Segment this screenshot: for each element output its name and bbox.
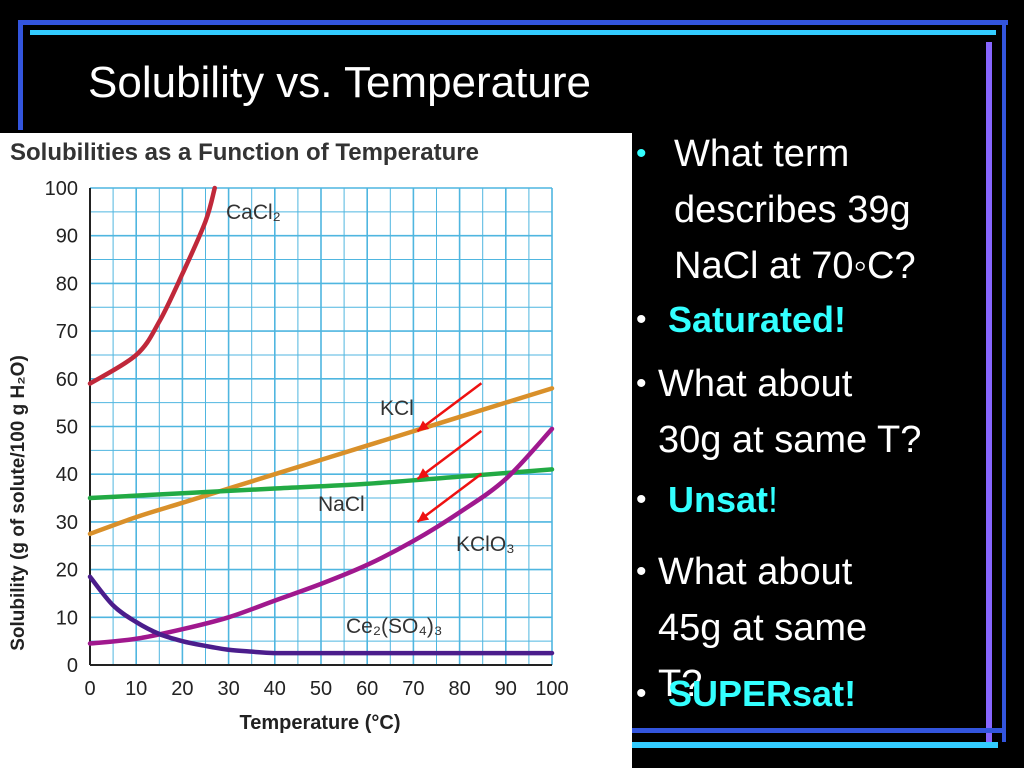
bullet-question-1: • What term describes 39g NaCl at 70◦C? <box>636 126 916 294</box>
bullet-dot: • <box>636 367 647 400</box>
x-tick-label: 10 <box>125 678 147 700</box>
red-arrow-head <box>417 511 430 522</box>
answer-unsat: Unsat <box>668 479 769 520</box>
series-line <box>87 467 555 501</box>
bullet-answer-2: • Unsat! <box>636 472 778 528</box>
y-tick-label: 0 <box>67 655 78 677</box>
chart-panel: Solubilities as a Function of Temperatur… <box>0 133 632 768</box>
y-tick-label: 10 <box>56 607 78 629</box>
series-line <box>87 574 555 656</box>
y-tick-label: 100 <box>45 178 78 200</box>
chart-annotations <box>416 382 483 523</box>
question-1-line-3: NaCl at 70◦C? <box>674 245 916 287</box>
frame-bottom-bar-accent <box>632 742 998 748</box>
question-1-line-1: What term <box>674 133 850 175</box>
x-tick-label: 80 <box>448 678 470 700</box>
x-tick-label: 60 <box>356 678 378 700</box>
series-label: KClO₃ <box>456 533 515 556</box>
x-axis-label: Temperature (°C) <box>240 712 401 734</box>
red-arrow-shaft <box>416 472 483 523</box>
red-arrow-shaft <box>416 429 483 480</box>
red-arrow-head <box>417 420 430 432</box>
bullet-question-2: • What about 30g at same T? <box>636 356 921 468</box>
frame-bottom-bar <box>632 728 1004 733</box>
series-line <box>87 386 555 537</box>
series-label: CaCl₂ <box>226 201 281 224</box>
chart-series-labels: CaCl₂ KCl NaCl KClO₃ Ce₂(SO₄)₃ <box>226 201 515 638</box>
slide-title: Solubility vs. Temperature <box>88 58 591 107</box>
frame-top-bar-accent <box>30 30 996 35</box>
frame-right-bar-outer <box>1002 22 1006 742</box>
question-2-line-2: 30g at same T? <box>658 419 922 461</box>
chart-grid <box>89 187 553 666</box>
y-tick-label: 40 <box>56 464 78 486</box>
red-arrow-head <box>417 468 430 479</box>
y-axis-label: Solubility (g of solute/100 g H₂O) <box>8 355 29 651</box>
bullet-question-3: • What about 45g at same T? <box>636 544 867 712</box>
series-line <box>87 426 555 646</box>
x-tick-label: 70 <box>402 678 424 700</box>
bullet-dot: • <box>636 677 647 710</box>
bullet-answer-1: • Saturated! <box>636 292 846 348</box>
series-label: Ce₂(SO₄)₃ <box>346 615 442 638</box>
x-tick-label: 20 <box>171 678 193 700</box>
bullet-dot: • <box>636 555 647 588</box>
y-tick-label: 20 <box>56 560 78 582</box>
question-2-line-1: What about <box>658 363 853 405</box>
solubility-chart: Solubilities as a Function of Temperatur… <box>8 139 569 734</box>
y-tick-label: 70 <box>56 321 78 343</box>
question-3-line-2: 45g at same <box>658 607 868 649</box>
x-tick-label: 0 <box>84 678 95 700</box>
x-tick-label: 40 <box>264 678 286 700</box>
x-tick-label: 30 <box>217 678 239 700</box>
answer-unsat-suffix: ! <box>768 479 779 520</box>
bullet-dot: • <box>636 483 647 516</box>
frame-top-bar <box>18 20 1008 25</box>
y-tick-label: 90 <box>56 226 78 248</box>
series-label: NaCl <box>318 493 365 516</box>
question-1-line-2: describes 39g <box>674 189 911 231</box>
y-tick-label: 80 <box>56 273 78 295</box>
series-line <box>87 185 217 386</box>
answer-saturated: Saturated! <box>668 299 847 340</box>
x-tick-label: 100 <box>535 678 568 700</box>
red-arrow-shaft <box>416 382 483 433</box>
x-tick-label: 90 <box>495 678 517 700</box>
chart-title: Solubilities as a Function of Temperatur… <box>10 139 479 166</box>
frame-right-bar <box>986 42 992 742</box>
answer-supersat: SUPERsat! <box>668 673 857 714</box>
bullet-dot: • <box>636 137 647 170</box>
y-tick-label: 30 <box>56 512 78 534</box>
bullet-answer-3: • SUPERsat! <box>636 666 856 722</box>
chart-axes: 0 10 20 30 40 50 60 70 80 90 100 0 10 20 30 40 50 60 70 80 9… <box>45 178 569 700</box>
y-tick-label: 60 <box>56 369 78 391</box>
x-tick-label: 50 <box>310 678 332 700</box>
question-3-line-3: T? <box>658 663 703 705</box>
frame-left-bar <box>18 20 23 130</box>
bullet-dot: • <box>636 303 647 336</box>
y-tick-label: 50 <box>56 417 78 439</box>
chart-series <box>87 185 555 656</box>
series-label: KCl <box>380 397 414 420</box>
question-3-line-1: What about <box>658 551 853 593</box>
